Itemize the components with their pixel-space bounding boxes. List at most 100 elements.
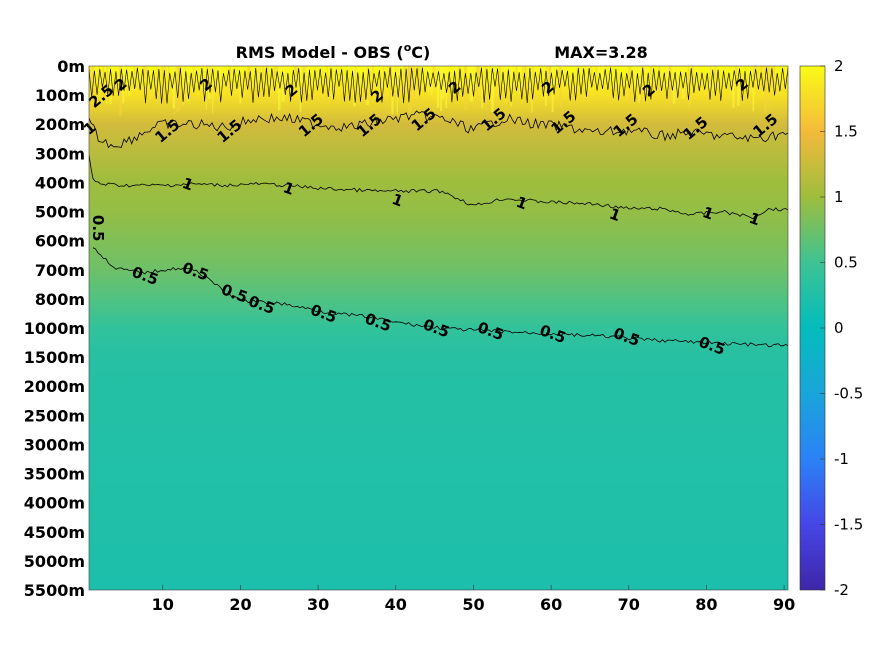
surface-streak [691, 66, 694, 88]
y-tick-label: 1500m [24, 348, 85, 367]
y-tick-label: 700m [35, 261, 85, 280]
surface-streak [534, 66, 537, 84]
x-tick-label: 60 [540, 595, 562, 614]
y-tick-label: 5000m [24, 552, 85, 571]
contour-0-5 [92, 247, 788, 348]
surface-streak [212, 66, 214, 114]
y-axis-ticks: 0m 100m 200m 300m 400m 500m 600m 700m 800m 1000m 1… [24, 57, 85, 600]
y-tick-label: 0m [57, 57, 85, 76]
x-tick-label: 50 [462, 595, 484, 614]
surface-streak [590, 66, 593, 87]
surface-streak [558, 66, 560, 99]
surface-streak [360, 66, 362, 89]
contour-1 [89, 154, 788, 220]
surface-streak [161, 66, 164, 107]
surface-streak [548, 66, 552, 85]
y-tick-label: 300m [35, 144, 85, 163]
contour-2 [89, 67, 788, 104]
y-tick-label: 800m [35, 290, 85, 309]
surface-streak [381, 66, 384, 100]
y-tick-label: 600m [35, 232, 85, 251]
surface-streak [133, 66, 136, 86]
surface-streak [142, 66, 146, 80]
surface-streak [138, 66, 140, 80]
surface-streak [318, 66, 321, 80]
surface-streak [470, 66, 473, 102]
surface-streak [666, 66, 669, 98]
surface-streak [768, 66, 770, 109]
surface-streak [177, 66, 181, 110]
surface-streak [551, 66, 554, 113]
svg-text:RMS Model - OBS (oC): RMS Model - OBS (oC) [236, 41, 431, 62]
surface-streak [736, 66, 740, 106]
surface-streak [668, 66, 672, 107]
y-tick-label: 500m [35, 203, 85, 222]
title-unit: C) [411, 43, 430, 62]
surface-streak [498, 66, 502, 96]
surface-streak [436, 66, 440, 108]
surface-streak [682, 66, 685, 99]
max-label: MAX=3.28 [554, 43, 648, 62]
surface-streak [687, 66, 690, 108]
surface-streak [354, 66, 356, 97]
colorbar-tick-label: 1.5 [834, 123, 858, 141]
surface-streak [770, 66, 772, 81]
surface-streak [658, 66, 661, 98]
surface-streak [445, 66, 448, 109]
contour-lines [89, 67, 788, 348]
contour-line-2 [89, 67, 788, 104]
x-tick-label: 10 [152, 595, 174, 614]
y-tick-label: 100m [35, 86, 85, 105]
surface-streak [634, 66, 637, 85]
surface-streak [294, 66, 298, 77]
contour-line-0-5 [92, 247, 788, 348]
surface-streak [714, 66, 717, 80]
surface-streak [187, 66, 189, 102]
surface-streak [407, 66, 410, 112]
surface-streak [545, 66, 547, 106]
surface-streak [732, 66, 735, 108]
colorbar-tick-label: 1 [834, 188, 844, 206]
surface-streak [695, 66, 698, 92]
surface-streak [239, 66, 242, 104]
colorbar: 2 1.5 1 0.5 0 -0.5 -1 -1.5 -2 [799, 57, 863, 599]
y-tick-label: 200m [35, 115, 85, 134]
surface-streak [601, 66, 603, 82]
surface-streak [205, 66, 207, 110]
y-tick-label: 5500m [24, 581, 85, 600]
surface-streak [752, 66, 755, 112]
surface-streak [273, 66, 276, 106]
surface-streak [531, 66, 534, 110]
surface-streak [398, 66, 401, 77]
colorbar-tick-label: 2 [834, 57, 844, 75]
surface-streak [106, 66, 108, 100]
surface-streak [645, 66, 648, 80]
surface-streak [409, 66, 413, 112]
surface-streak [330, 66, 333, 99]
surface-streak [423, 66, 425, 77]
y-tick-label: 3000m [24, 435, 85, 454]
surface-streak [275, 66, 279, 77]
y-tick-label: 2500m [24, 406, 85, 425]
contour-1-5 [89, 110, 788, 149]
surface-streak [485, 66, 487, 110]
surface-streak [676, 66, 680, 93]
y-tick-label: 3500m [24, 465, 85, 484]
surface-streak [372, 66, 374, 92]
y-tick-label: 2000m [24, 377, 85, 396]
surface-streak [522, 66, 524, 80]
surface-streak [109, 66, 112, 105]
surface-streak [601, 66, 605, 78]
y-tick-label: 1000m [24, 319, 85, 338]
surface-streak [128, 66, 131, 96]
colorbar-tick-label: -1 [834, 450, 849, 468]
surface-streak [650, 66, 652, 80]
surface-streak [562, 66, 565, 84]
surface-streak [219, 66, 221, 78]
surface-streak [735, 66, 738, 109]
surface-streak [711, 66, 714, 91]
plot-frame [88, 65, 789, 591]
x-tick-label: 80 [695, 595, 717, 614]
contour-label: 0.5 [89, 215, 107, 242]
surface-streak [581, 66, 584, 80]
